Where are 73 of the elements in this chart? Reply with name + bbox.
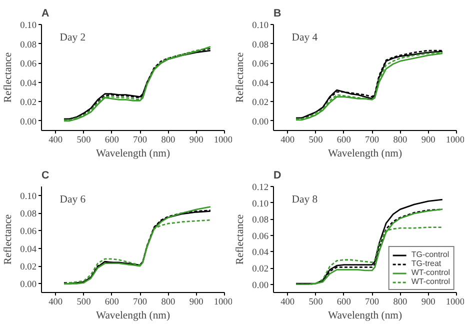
x-tick-label: 800 — [161, 298, 176, 308]
y-axis-title: Reflectance — [3, 52, 14, 103]
x-tick-label: 500 — [308, 136, 324, 146]
x-tick-label: 400 — [48, 298, 63, 308]
x-tick-label: 500 — [308, 298, 324, 308]
annotation: Day 6 — [60, 194, 86, 206]
y-tick-label: 0.00 — [20, 280, 37, 290]
x-tick-label: 600 — [104, 298, 120, 308]
x-tick-label: 1000 — [446, 298, 465, 308]
y-axis-title: Reflectance — [235, 214, 246, 265]
annotation: Day 8 — [292, 194, 318, 206]
x-tick-label: 900 — [421, 136, 436, 146]
legend-label: WT-control — [411, 277, 450, 286]
x-tick-label: 800 — [393, 298, 408, 308]
y-tick-label: 0.10 — [252, 199, 269, 210]
y-tick-label: 0.10 — [252, 21, 269, 31]
x-tick-label: 1000 — [214, 136, 233, 146]
x-tick-label: 900 — [189, 136, 204, 146]
x-tick-label: 900 — [421, 298, 436, 308]
y-tick-label: 0.10 — [20, 192, 37, 202]
x-tick-label: 400 — [280, 136, 295, 146]
y-tick-label: 0.02 — [20, 262, 37, 272]
x-tick-label: 700 — [133, 136, 148, 146]
x-tick-label: 600 — [336, 136, 352, 146]
y-tick-label: 0.04 — [20, 78, 37, 89]
x-tick-label: 400 — [48, 136, 63, 146]
legend-label: WT-control — [411, 268, 450, 277]
y-tick-label: 0.08 — [20, 40, 37, 50]
x-tick-label: 1000 — [446, 136, 465, 146]
x-tick-label: 700 — [365, 136, 380, 146]
y-tick-label: 0.02 — [252, 264, 269, 275]
y-tick-label: 0.04 — [252, 248, 269, 258]
y-tick-label: 0.04 — [20, 244, 37, 255]
y-tick-label: 0.12 — [252, 183, 269, 193]
y-tick-label: 0.06 — [20, 227, 37, 238]
y-tick-label: 0.10 — [20, 21, 37, 31]
x-tick-label: 600 — [104, 136, 120, 146]
y-tick-label: 0.06 — [252, 60, 269, 70]
x-tick-label: 400 — [280, 298, 295, 308]
x-tick-label: 700 — [365, 298, 380, 308]
chart-title: B — [274, 8, 282, 20]
y-tick-label: 0.00 — [252, 280, 269, 291]
x-axis-title: Wavelength (nm) — [328, 148, 402, 160]
y-tick-label: 0.04 — [252, 78, 269, 89]
y-tick-label: 0.06 — [20, 60, 37, 70]
x-tick-label: 600 — [336, 298, 352, 308]
x-tick-label: 500 — [76, 136, 92, 146]
x-tick-label: 900 — [189, 298, 204, 308]
y-tick-label: 0.02 — [252, 98, 269, 108]
chart-title: D — [274, 170, 282, 182]
annotation: Day 2 — [60, 32, 86, 44]
y-tick-label: 0.08 — [20, 210, 37, 220]
annotation: Day 4 — [292, 32, 318, 44]
y-tick-label: 0.08 — [252, 216, 269, 226]
y-tick-label: 0.00 — [20, 117, 37, 128]
x-tick-label: 1000 — [214, 298, 233, 308]
x-axis-title: Wavelength (nm) — [328, 310, 402, 322]
legend-label: TG-control — [411, 250, 450, 259]
legend-label: TG-treat — [411, 259, 442, 268]
y-axis-title: Reflectance — [235, 52, 246, 103]
chart-title: A — [42, 8, 50, 20]
y-tick-label: 0.02 — [20, 98, 37, 108]
y-tick-label: 0.08 — [252, 40, 269, 50]
chart-title: C — [42, 170, 50, 182]
y-tick-label: 0.00 — [252, 117, 269, 128]
x-tick-label: 800 — [393, 136, 408, 146]
x-tick-label: 800 — [161, 136, 176, 146]
x-axis-title: Wavelength (nm) — [96, 148, 170, 160]
y-axis-title: Reflectance — [3, 214, 14, 265]
x-tick-label: 500 — [76, 298, 92, 308]
x-axis-title: Wavelength (nm) — [96, 310, 170, 322]
y-tick-label: 0.06 — [252, 232, 269, 242]
x-tick-label: 700 — [133, 298, 148, 308]
